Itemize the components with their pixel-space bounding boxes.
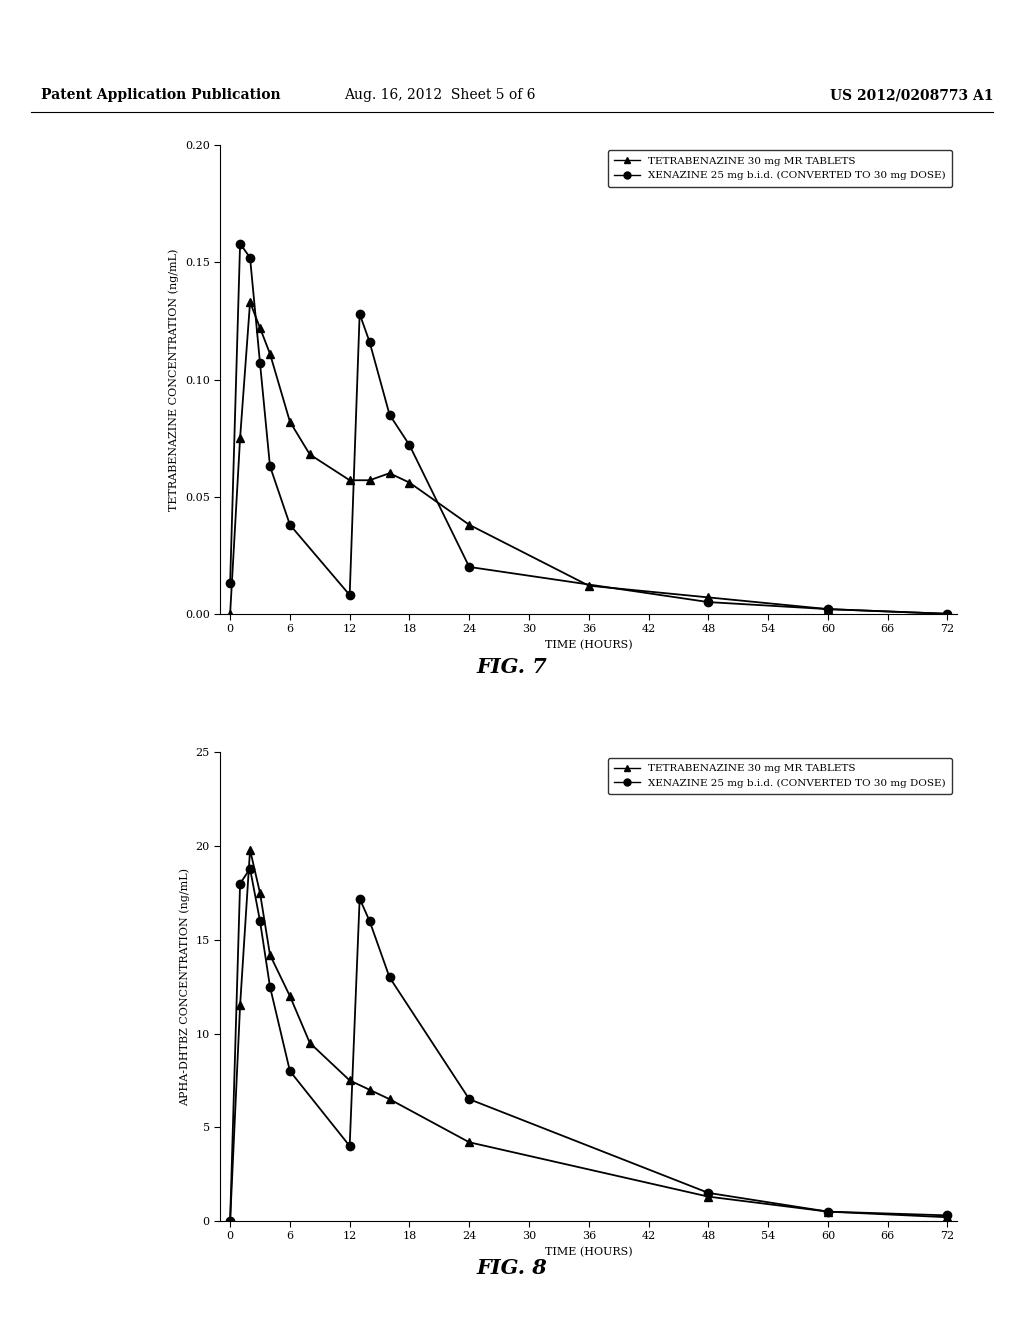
Text: FIG. 7: FIG. 7 [476, 657, 548, 677]
Text: Patent Application Publication: Patent Application Publication [41, 88, 281, 102]
Legend: TETRABENAZINE 30 mg MR TABLETS, XENAZINE 25 mg b.i.d. (CONVERTED TO 30 mg DOSE): TETRABENAZINE 30 mg MR TABLETS, XENAZINE… [607, 758, 952, 793]
Legend: TETRABENAZINE 30 mg MR TABLETS, XENAZINE 25 mg b.i.d. (CONVERTED TO 30 mg DOSE): TETRABENAZINE 30 mg MR TABLETS, XENAZINE… [607, 150, 952, 186]
Y-axis label: TETRABENAZINE CONCENTRATION (ng/mL): TETRABENAZINE CONCENTRATION (ng/mL) [169, 248, 179, 511]
X-axis label: TIME (HOURS): TIME (HOURS) [545, 640, 633, 649]
Text: FIG. 8: FIG. 8 [476, 1258, 548, 1278]
Text: US 2012/0208773 A1: US 2012/0208773 A1 [829, 88, 993, 102]
Text: Aug. 16, 2012  Sheet 5 of 6: Aug. 16, 2012 Sheet 5 of 6 [344, 88, 537, 102]
Y-axis label: APHA-DHTBZ CONCENTRATION (ng/mL): APHA-DHTBZ CONCENTRATION (ng/mL) [179, 867, 189, 1106]
X-axis label: TIME (HOURS): TIME (HOURS) [545, 1247, 633, 1257]
